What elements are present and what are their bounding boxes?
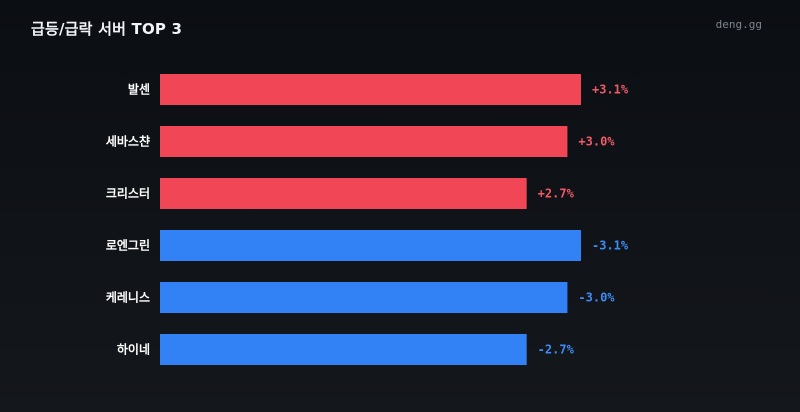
category-label: 로엔그린 [106, 238, 150, 253]
category-label: 하이네 [117, 342, 150, 357]
bar [160, 178, 527, 209]
value-label: -3.1% [592, 239, 629, 253]
value-label: +3.0% [578, 135, 615, 149]
chart-title: 급등/급락 서버 TOP 3 [31, 20, 183, 38]
bar [160, 334, 527, 365]
value-label: -2.7% [538, 343, 575, 357]
bar [160, 230, 581, 261]
value-label: -3.0% [578, 291, 615, 305]
bar [160, 282, 568, 313]
category-label: 세바스챤 [106, 134, 150, 149]
value-label: +2.7% [538, 187, 575, 201]
category-label: 케레니스 [106, 290, 150, 305]
bar [160, 126, 568, 157]
brand-label: deng.gg [715, 18, 762, 31]
value-label: +3.1% [592, 83, 629, 97]
category-label: 크리스터 [106, 186, 150, 201]
bar [160, 74, 581, 105]
category-label: 발센 [128, 82, 150, 97]
